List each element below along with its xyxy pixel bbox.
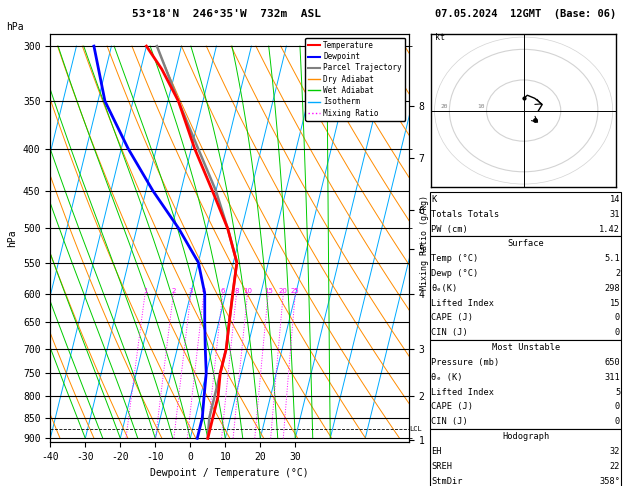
Text: 15: 15 (264, 288, 272, 294)
Text: 5: 5 (615, 387, 620, 397)
Text: 2: 2 (615, 269, 620, 278)
Text: 10: 10 (477, 104, 485, 109)
Text: Hodograph: Hodograph (502, 432, 550, 441)
Text: Pressure (mb): Pressure (mb) (431, 358, 500, 367)
Text: 10: 10 (243, 288, 252, 294)
Text: 25: 25 (291, 288, 299, 294)
Text: 2: 2 (171, 288, 175, 294)
X-axis label: Dewpoint / Temperature (°C): Dewpoint / Temperature (°C) (150, 468, 309, 478)
Legend: Temperature, Dewpoint, Parcel Trajectory, Dry Adiabat, Wet Adiabat, Isotherm, Mi: Temperature, Dewpoint, Parcel Trajectory… (305, 38, 405, 121)
Text: Dewp (°C): Dewp (°C) (431, 269, 479, 278)
Text: 32: 32 (610, 447, 620, 456)
Text: 0: 0 (615, 402, 620, 412)
Text: CIN (J): CIN (J) (431, 328, 468, 337)
Text: CIN (J): CIN (J) (431, 417, 468, 426)
Text: 650: 650 (604, 358, 620, 367)
Text: 31: 31 (610, 209, 620, 219)
Text: Most Unstable: Most Unstable (492, 343, 560, 352)
Text: θₑ (K): θₑ (K) (431, 373, 463, 382)
Text: 14: 14 (610, 195, 620, 204)
Text: 358°: 358° (599, 476, 620, 486)
Text: StmDir: StmDir (431, 476, 463, 486)
Text: hPa: hPa (6, 22, 24, 32)
Text: 1.42: 1.42 (599, 225, 620, 234)
Text: 5.1: 5.1 (604, 254, 620, 263)
Text: 07.05.2024  12GMT  (Base: 06): 07.05.2024 12GMT (Base: 06) (435, 9, 616, 18)
Text: CAPE (J): CAPE (J) (431, 313, 474, 323)
Text: K: K (431, 195, 437, 204)
Y-axis label: km
ASL: km ASL (437, 238, 454, 260)
Text: kt: kt (435, 33, 445, 42)
Text: EH: EH (431, 447, 442, 456)
Text: 15: 15 (610, 298, 620, 308)
Text: 1: 1 (143, 288, 147, 294)
Text: 311: 311 (604, 373, 620, 382)
Text: 0: 0 (615, 417, 620, 426)
Text: 53°18'N  246°35'W  732m  ASL: 53°18'N 246°35'W 732m ASL (132, 9, 321, 18)
Y-axis label: hPa: hPa (8, 229, 18, 247)
Text: 0: 0 (615, 313, 620, 323)
Text: Temp (°C): Temp (°C) (431, 254, 479, 263)
Text: 298: 298 (604, 284, 620, 293)
Text: 20: 20 (279, 288, 287, 294)
Text: PW (cm): PW (cm) (431, 225, 468, 234)
Text: Surface: Surface (508, 239, 544, 248)
Text: 8: 8 (234, 288, 239, 294)
Text: CAPE (J): CAPE (J) (431, 402, 474, 412)
Text: 4: 4 (202, 288, 206, 294)
Text: 22: 22 (610, 462, 620, 471)
Text: 6: 6 (220, 288, 225, 294)
Text: Lifted Index: Lifted Index (431, 298, 494, 308)
Text: 0: 0 (615, 328, 620, 337)
Text: SREH: SREH (431, 462, 452, 471)
Text: Mixing Ratio (g/kg): Mixing Ratio (g/kg) (420, 195, 429, 291)
Text: LCL: LCL (409, 426, 422, 432)
Text: 20: 20 (440, 104, 448, 109)
Text: Lifted Index: Lifted Index (431, 387, 494, 397)
Text: θₑ(K): θₑ(K) (431, 284, 458, 293)
Text: 3: 3 (189, 288, 193, 294)
Text: Totals Totals: Totals Totals (431, 209, 500, 219)
